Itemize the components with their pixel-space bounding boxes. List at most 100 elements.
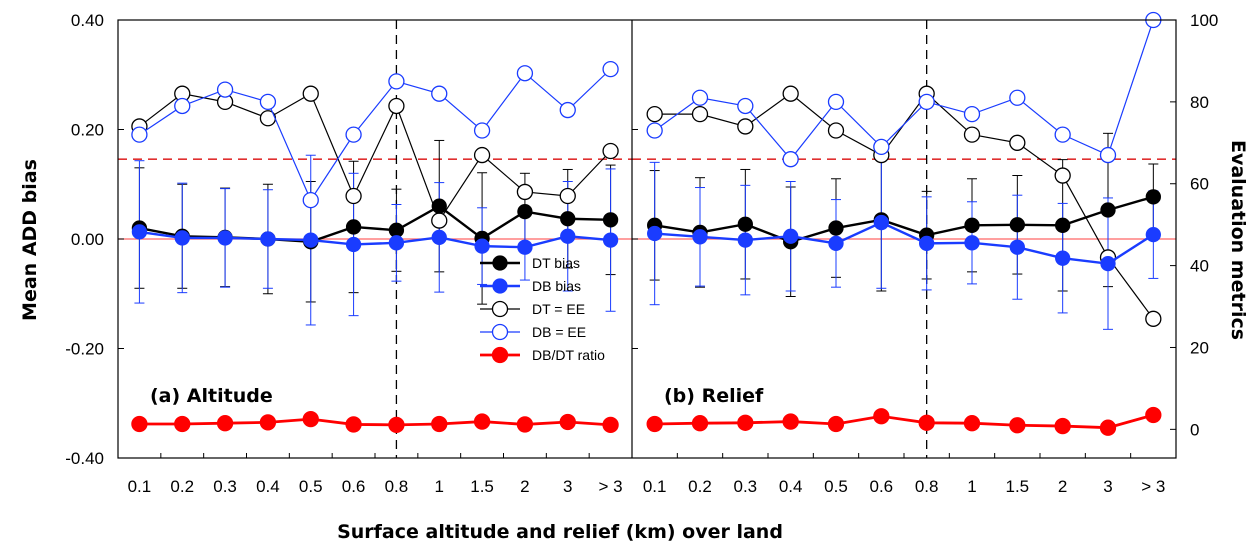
dt-ee-point: [431, 212, 448, 229]
dt-ee-point: [1009, 134, 1026, 151]
axes: 0.40 0.20 0.00 -0.20 -0.40 100 80 60 40 20 0: [65, 11, 1218, 468]
dt-bias-line: [654, 195, 1154, 244]
dt-bias-point: [1100, 202, 1116, 218]
dt-ee-point: [646, 105, 663, 123]
db-ee-point: [388, 73, 405, 90]
db-ee-point: [646, 122, 663, 139]
dt-ee-point: [737, 118, 754, 135]
dt-bias-line: [139, 204, 611, 243]
db-bias-point: [964, 235, 980, 251]
legend-marker: [491, 323, 509, 341]
db-dt-ratio-point: [431, 415, 448, 433]
db-dt-ratio-point: [646, 415, 663, 433]
legend-marker: [491, 300, 509, 318]
dt-bias-point: [560, 211, 576, 227]
x-tick-label: 0.3: [213, 477, 237, 496]
x-tick-label: 1.5: [1006, 477, 1030, 496]
dt-bias-point: [964, 217, 980, 233]
legend-label: DB = EE: [532, 324, 586, 340]
db-dt-ratio-point: [1145, 406, 1162, 424]
dt-ee-point: [559, 187, 576, 205]
dt-bias-point: [431, 198, 447, 214]
db-bias-point: [1009, 239, 1025, 255]
db-ee-point: [559, 101, 576, 119]
y-tick-label-left: 0.00: [71, 230, 104, 249]
x-tick-label: 3: [563, 477, 572, 496]
dt-ee-line: [139, 92, 612, 222]
x-tick-label: > 3: [599, 477, 623, 496]
dt-ee-point: [782, 85, 799, 102]
db-ee-point: [1009, 89, 1026, 106]
dt-bias-point: [517, 203, 533, 220]
db-dt-ratio-point: [602, 416, 619, 433]
db-ee-point: [918, 93, 935, 111]
x-tick-label: 0.4: [779, 477, 803, 496]
db-bias-point: [1100, 255, 1116, 272]
db-dt-ratio-point: [302, 410, 319, 428]
dt-bias-series-relief: [647, 189, 1161, 250]
dt-bias-point: [1145, 189, 1161, 205]
panel-label: (b) Relief: [664, 385, 764, 407]
db-dt-ratio-point: [516, 416, 534, 433]
db-dt-ratio-point: [174, 415, 191, 433]
panel-altitude: (a) Altitude 0.1 0.2 0.3 0.4 0.5 0.6 0.8 1 1.5 2 3 >…: [117, 20, 633, 496]
x-tick-label: 0.3: [734, 477, 758, 496]
db-dt-ratio-point: [827, 415, 845, 433]
dt-bias-point: [1055, 217, 1071, 233]
db-dt-ratio-point: [1009, 417, 1026, 434]
y-axis-title-right: Evaluation metrics: [1227, 140, 1249, 340]
db-ee-point: [691, 89, 709, 106]
y-tick-label-left: 0.20: [71, 121, 104, 140]
db-bias-point: [517, 239, 533, 255]
dt-ee-point: [345, 187, 362, 205]
db-dt-ratio-point: [1054, 417, 1071, 435]
db-ee-point: [259, 93, 277, 111]
panel-relief: (b) Relief 0.1 0.2 0.3 0.4 0.5 0.6 0.8 1 1.5 2 3 > 3: [631, 11, 1177, 496]
y-tick-label-right: 80: [1190, 93, 1209, 112]
x-tick-label: 0.5: [299, 477, 323, 496]
legend-entry-dt-bias: DT bias: [480, 255, 580, 271]
y-tick-label-right: 0: [1190, 420, 1199, 439]
dt-ee-point: [827, 122, 845, 139]
db-dt-ratio-point: [473, 413, 491, 430]
dt-bias-point: [345, 219, 362, 235]
db-dt-ratio-series-relief: [646, 406, 1162, 436]
dt-ee-series-relief: [646, 85, 1162, 327]
db-dt-ratio-point: [345, 416, 362, 433]
legend-entry-dt-ee: DT = EE: [480, 300, 585, 318]
x-tick-label: > 3: [1141, 477, 1165, 496]
x-tick-label: 0.1: [128, 477, 152, 496]
dt-bias-point: [1009, 217, 1025, 233]
dt-bias-point: [828, 220, 844, 236]
db-bias-point: [737, 232, 753, 248]
db-dt-ratio-point: [259, 414, 277, 431]
x-tick-label: 0.4: [256, 477, 280, 496]
x-tick-label: 3: [1103, 477, 1112, 496]
x-tick-label: 0.1: [643, 477, 667, 496]
db-dt-ratio-line: [654, 413, 1154, 430]
x-tick-label: 1.5: [470, 477, 494, 496]
x-tick-label: 0.8: [915, 477, 939, 496]
db-bias-point: [560, 228, 576, 244]
db-ee-point: [216, 81, 234, 98]
legend: DT bias DB bias DT = EE DB = EE DB/DT ratio: [480, 255, 605, 364]
db-bias-point: [919, 235, 935, 252]
x-tick-label: 0.8: [385, 477, 409, 496]
db-ee-point: [473, 122, 491, 139]
db-bias-series-relief: [647, 214, 1161, 272]
x-tick-label: 2: [1058, 477, 1067, 496]
dt-ee-point: [473, 146, 491, 164]
db-ee-point: [827, 93, 845, 111]
dt-ee-point: [1054, 167, 1071, 184]
dt-ee-line: [654, 92, 1154, 320]
dt-ee-point: [516, 183, 534, 201]
db-bias-point: [647, 225, 663, 242]
y-tick-label-right: 100: [1190, 11, 1218, 30]
y-axis-title-left: Mean ADD bias: [19, 159, 41, 321]
db-bias-point: [217, 230, 233, 246]
db-ee-line: [654, 19, 1154, 161]
db-dt-ratio-point: [1099, 419, 1117, 436]
db-ee-series-altitude: [131, 60, 619, 209]
y-tick-label-left: -0.20: [65, 340, 104, 359]
